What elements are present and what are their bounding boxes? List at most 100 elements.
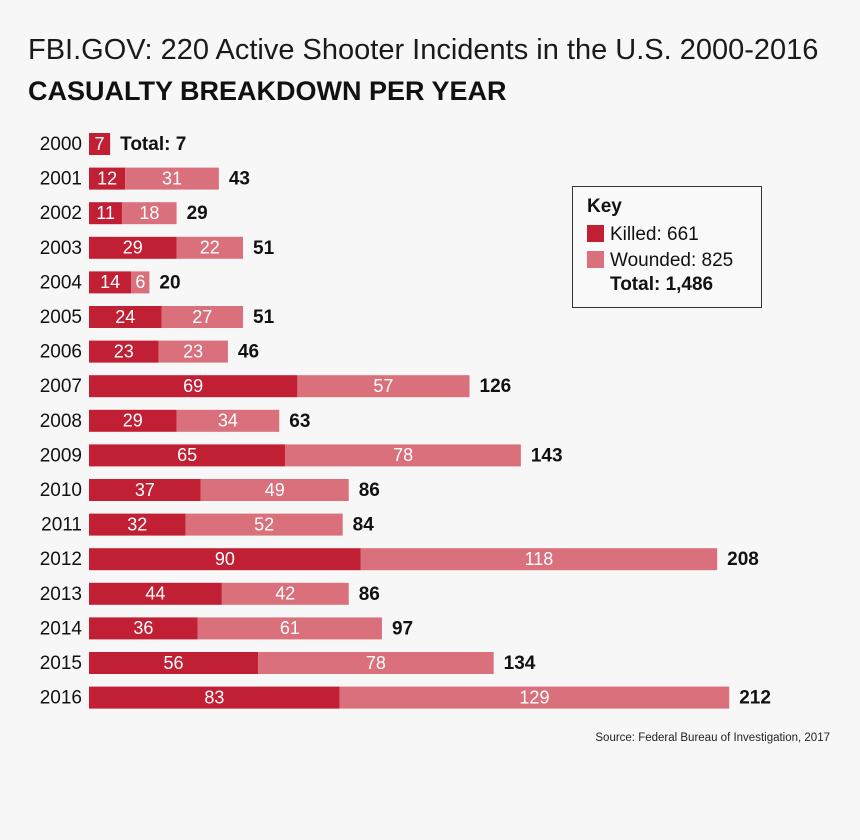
killed-bar (89, 375, 298, 398)
year-label: 2000 (40, 134, 82, 155)
chart-title: FBI.GOV: 220 Active Shooter Incidents in… (28, 34, 819, 66)
wounded-value-label: 34 (218, 411, 238, 431)
killed-value-label: 7 (95, 134, 105, 154)
year-label: 2014 (40, 618, 83, 639)
total-label: 46 (238, 342, 259, 363)
year-label: 2012 (40, 549, 82, 570)
wounded-bar (176, 236, 244, 259)
killed-bar (89, 617, 198, 640)
killed-value-label: 83 (204, 687, 224, 707)
wounded-value-label: 42 (275, 584, 295, 604)
wounded-value-label: 6 (135, 272, 145, 292)
killed-bar (89, 202, 123, 225)
year-label: 2009 (40, 445, 82, 466)
wounded-swatch (587, 251, 604, 268)
wounded-bar (125, 167, 219, 190)
killed-bar (89, 652, 259, 674)
killed-bar (89, 548, 361, 571)
wounded-bar (258, 652, 494, 674)
killed-bar (89, 167, 126, 190)
total-label: 84 (353, 515, 375, 536)
wounded-value-label: 23 (183, 341, 203, 361)
total-label: 29 (187, 203, 208, 224)
wounded-bar (122, 202, 177, 225)
wounded-value-label: 78 (366, 653, 386, 673)
killed-value-label: 29 (123, 238, 143, 258)
killed-value-label: 36 (133, 618, 153, 638)
total-label: 63 (289, 411, 310, 432)
killed-value-label: 12 (97, 168, 117, 188)
wounded-bar (285, 444, 521, 467)
total-label: 126 (480, 376, 512, 397)
legend-wounded-label: Wounded: 825 (610, 250, 734, 271)
year-label: 2001 (40, 169, 82, 190)
total-label: 134 (504, 653, 536, 674)
wounded-bar (185, 513, 343, 536)
wounded-value-label: 118 (525, 549, 554, 569)
wounded-bar (158, 340, 228, 363)
killed-bar (89, 236, 177, 259)
source-note: Source: Federal Bureau of Investigation,… (595, 732, 830, 744)
killed-value-label: 44 (145, 584, 165, 604)
killed-value-label: 90 (215, 549, 235, 569)
killed-value-label: 65 (177, 445, 197, 465)
total-label: Total: 7 (120, 134, 186, 155)
wounded-value-label: 31 (162, 168, 182, 188)
killed-value-label: 24 (115, 307, 135, 327)
killed-value-label: 69 (183, 376, 203, 396)
killed-bar (89, 479, 201, 501)
wounded-bar (297, 375, 470, 398)
killed-value-label: 14 (100, 272, 120, 292)
killed-bar (89, 133, 111, 155)
year-label: 2006 (40, 342, 82, 363)
legend-key: Key Killed: 661 Wounded: 825 Total: 1,48… (572, 186, 762, 308)
wounded-bar (221, 582, 349, 605)
killed-value-label: 32 (127, 514, 147, 534)
killed-value-label: 11 (96, 203, 115, 223)
killed-value-label: 23 (114, 341, 134, 361)
killed-bar (89, 306, 162, 328)
killed-bar (89, 582, 222, 605)
killed-bar (89, 340, 159, 363)
killed-bar (89, 686, 340, 709)
killed-bar (89, 271, 132, 294)
killed-value-label: 29 (123, 411, 143, 431)
killed-bar (89, 409, 177, 432)
total-label: 208 (727, 549, 759, 570)
wounded-value-label: 78 (393, 445, 413, 465)
year-label: 2013 (40, 584, 82, 605)
wounded-bar (360, 548, 718, 571)
wounded-value-label: 22 (200, 238, 220, 258)
total-label: 51 (253, 238, 275, 259)
total-label: 86 (359, 480, 380, 501)
wounded-value-label: 129 (519, 687, 549, 707)
total-label: 20 (159, 272, 180, 293)
wounded-bar (176, 409, 280, 432)
wounded-value-label: 49 (265, 480, 285, 500)
legend-title: Key (587, 196, 622, 217)
wounded-bar (131, 271, 150, 294)
killed-bar (89, 513, 186, 536)
wounded-value-label: 61 (280, 618, 300, 638)
year-label: 2005 (40, 307, 82, 328)
legend-item-wounded: Wounded: 825 (587, 250, 733, 272)
killed-value-label: 37 (135, 480, 155, 500)
total-label: 143 (531, 445, 563, 466)
year-label: 2008 (40, 411, 82, 432)
legend-total: Total: 1,486 (610, 274, 714, 295)
year-label: 2007 (40, 376, 82, 397)
year-label: 2003 (40, 238, 82, 259)
total-label: 43 (229, 169, 250, 190)
wounded-bar (197, 617, 382, 640)
chart-subtitle: CASUALTY BREAKDOWN PER YEAR (28, 76, 507, 106)
wounded-bar (339, 686, 730, 709)
year-label: 2010 (40, 480, 82, 501)
wounded-bar (200, 479, 349, 501)
year-label: 2002 (40, 203, 82, 224)
year-label: 2015 (40, 653, 82, 674)
wounded-value-label: 52 (254, 514, 274, 534)
legend-killed-label: Killed: 661 (610, 224, 699, 245)
year-label: 2016 (40, 688, 82, 709)
year-label: 2011 (41, 515, 82, 536)
